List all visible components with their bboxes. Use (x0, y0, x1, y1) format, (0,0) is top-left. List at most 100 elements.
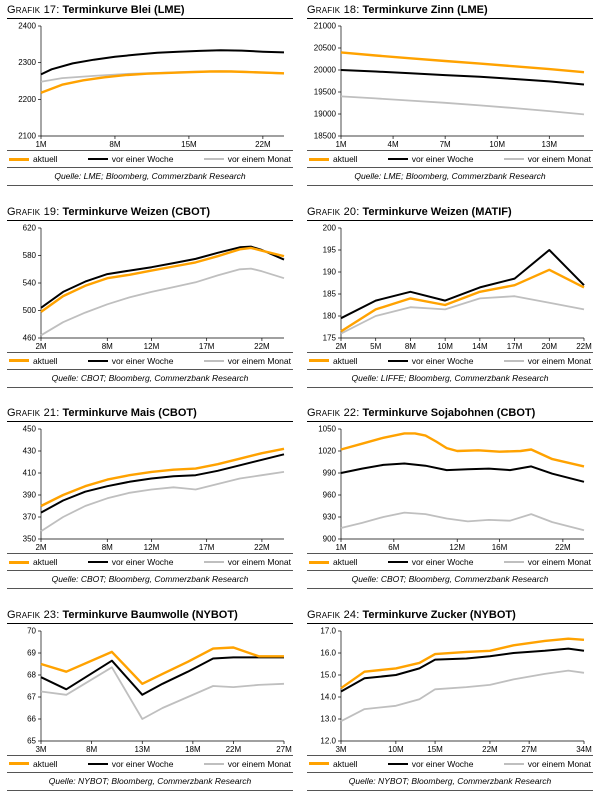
line-chart-blei: 2100 2200 2300 2400 1M 8M 15M 22M (7, 21, 293, 149)
chart-title: Terminkurve Zucker (NYBOT) (362, 608, 516, 621)
legend-item-aktuell: aktuell (9, 356, 58, 366)
legend-item-vor-einer-woche: vor einer Woche (87, 758, 174, 769)
chart-title: Terminkurve Blei (LME) (62, 4, 185, 16)
woche-line-swatch (387, 359, 408, 362)
legend-item-aktuell: aktuell (9, 557, 58, 567)
chart-number: Grafik 17: (7, 4, 60, 16)
svg-text:2400: 2400 (18, 22, 36, 31)
svg-text:1M: 1M (335, 140, 346, 149)
svg-text:12M: 12M (449, 543, 465, 552)
woche-line-swatch (387, 561, 408, 563)
svg-text:180: 180 (323, 311, 337, 320)
woche-line-swatch (387, 158, 408, 160)
svg-text:10M: 10M (437, 342, 453, 351)
chart-source: Quelle: LME; Bloomberg, Commerzbank Rese… (7, 168, 293, 186)
legend-item-vor-einer-woche: vor einer Woche (387, 557, 474, 567)
chart-number: Grafik 20: (307, 205, 360, 218)
chart-caption: Grafik 20: Terminkurve Weizen (MATIF) (307, 206, 593, 221)
legend-item-vor-einem-monat: vor einem Monat (203, 557, 291, 567)
legend-item-aktuell: aktuell (309, 154, 358, 164)
svg-text:3M: 3M (35, 745, 46, 754)
legend-label: vor einem Monat (527, 557, 591, 567)
svg-text:2100: 2100 (18, 132, 36, 141)
monat-line-swatch (503, 158, 524, 160)
svg-text:15M: 15M (181, 140, 197, 149)
svg-text:19000: 19000 (314, 110, 337, 119)
legend-item-aktuell: aktuell (309, 557, 358, 567)
chart-grafik-19: Grafik 19: Terminkurve Weizen (CBOT) 460… (0, 202, 300, 404)
monat-line-swatch (203, 762, 224, 765)
svg-text:960: 960 (323, 491, 337, 500)
chart-caption: Grafik 21: Terminkurve Mais (CBOT) (7, 407, 293, 422)
svg-text:14.0: 14.0 (320, 692, 336, 701)
svg-text:2200: 2200 (18, 95, 36, 104)
monat-line-swatch (203, 561, 224, 563)
svg-text:500: 500 (23, 306, 37, 315)
legend-item-vor-einem-monat: vor einem Monat (503, 154, 591, 164)
legend-label: vor einer Woche (111, 758, 174, 769)
svg-text:21000: 21000 (314, 22, 337, 31)
svg-text:1020: 1020 (318, 447, 336, 456)
chart-grafik-21: Grafik 21: Terminkurve Mais (CBOT) 350 37… (0, 403, 300, 605)
legend-item-vor-einer-woche: vor einer Woche (387, 758, 474, 769)
chart-source: Quelle: NYBOT; Bloomberg, Commerzbank Re… (307, 773, 593, 791)
line-chart-sojabohnen: 900 930 960 990 1020 1050 1M 6M 12M 16M 22M (307, 424, 593, 552)
legend-item-vor-einem-monat: vor einem Monat (503, 759, 591, 769)
svg-text:14M: 14M (472, 342, 488, 351)
chart-caption: Grafik 17: Terminkurve Blei (LME) (7, 4, 293, 19)
svg-text:27M: 27M (521, 745, 537, 754)
svg-text:175: 175 (323, 333, 337, 342)
svg-text:2M: 2M (35, 543, 46, 552)
chart-source: Quelle: LIFFE; Bloomberg, Commerzbank Re… (307, 370, 593, 388)
aktuell-line-swatch (9, 762, 29, 765)
line-chart-weizen-cbot: 460 500 540 580 620 2M 8M 12M 17M 22M (7, 223, 293, 351)
line-chart-zucker: 12.0 13.0 14.0 15.0 16.0 17.0 3M 10M 15M 22M 27M 34… (307, 626, 593, 754)
monat-line-swatch (203, 158, 224, 160)
svg-text:5M: 5M (370, 342, 381, 351)
legend-item-aktuell: aktuell (9, 759, 58, 769)
legend-item-vor-einer-woche: vor einer Woche (87, 356, 174, 366)
svg-text:22M: 22M (254, 342, 270, 351)
chart-number: Grafik 22: (307, 407, 360, 419)
legend-item-vor-einem-monat: vor einem Monat (203, 758, 291, 769)
svg-text:15.0: 15.0 (320, 670, 336, 679)
chart-number: Grafik 23: (7, 608, 60, 621)
woche-line-swatch (387, 762, 408, 765)
svg-text:6M: 6M (388, 543, 399, 552)
svg-text:34M: 34M (576, 745, 592, 754)
svg-text:12M: 12M (144, 342, 160, 351)
svg-text:370: 370 (23, 513, 37, 522)
svg-text:8M: 8M (102, 342, 113, 351)
aktuell-line-swatch (309, 157, 329, 161)
svg-text:930: 930 (323, 513, 337, 522)
legend-label: aktuell (33, 355, 58, 366)
svg-text:20M: 20M (542, 342, 558, 351)
legend-label: vor einem Monat (227, 758, 291, 769)
svg-text:15M: 15M (427, 745, 443, 754)
svg-text:17M: 17M (199, 342, 215, 351)
chart-number: Grafik 21: (7, 407, 60, 419)
chart-source: Quelle: LME; Bloomberg, Commerzbank Rese… (307, 168, 593, 186)
svg-text:460: 460 (23, 333, 37, 342)
chart-grafik-18: Grafik 18: Terminkurve Zinn (LME) 18500 1… (300, 0, 600, 202)
svg-text:200: 200 (323, 223, 337, 232)
legend-label: vor einem Monat (227, 154, 291, 164)
chart-source: Quelle: CBOT; Bloomberg, Commerzbank Res… (7, 571, 293, 589)
svg-text:18500: 18500 (314, 132, 337, 141)
chart-title: Terminkurve Zinn (LME) (362, 4, 488, 16)
legend-label: vor einem Monat (527, 154, 591, 164)
legend-label: vor einer Woche (111, 154, 174, 164)
aktuell-line-swatch (9, 560, 29, 564)
line-chart-zinn: 18500 19000 19500 20000 20500 21000 1M 4M 7M 10M 1… (307, 21, 593, 149)
svg-text:68: 68 (27, 670, 36, 679)
chart-legend: aktuell vor einer Woche vor einem Monat (7, 150, 293, 168)
legend-label: aktuell (33, 557, 58, 567)
legend-item-aktuell: aktuell (9, 154, 58, 164)
line-chart-baumwolle: 65 66 67 68 69 70 3M 8M 13M 18M 22M 27M (7, 626, 293, 754)
chart-caption: Grafik 22: Terminkurve Sojabohnen (CBOT) (307, 407, 593, 422)
svg-text:19500: 19500 (314, 88, 337, 97)
svg-text:22M: 22M (576, 342, 592, 351)
legend-label: vor einer Woche (411, 758, 474, 769)
svg-text:2M: 2M (35, 342, 46, 351)
chart-caption: Grafik 23: Terminkurve Baumwolle (NYBOT) (7, 609, 293, 624)
